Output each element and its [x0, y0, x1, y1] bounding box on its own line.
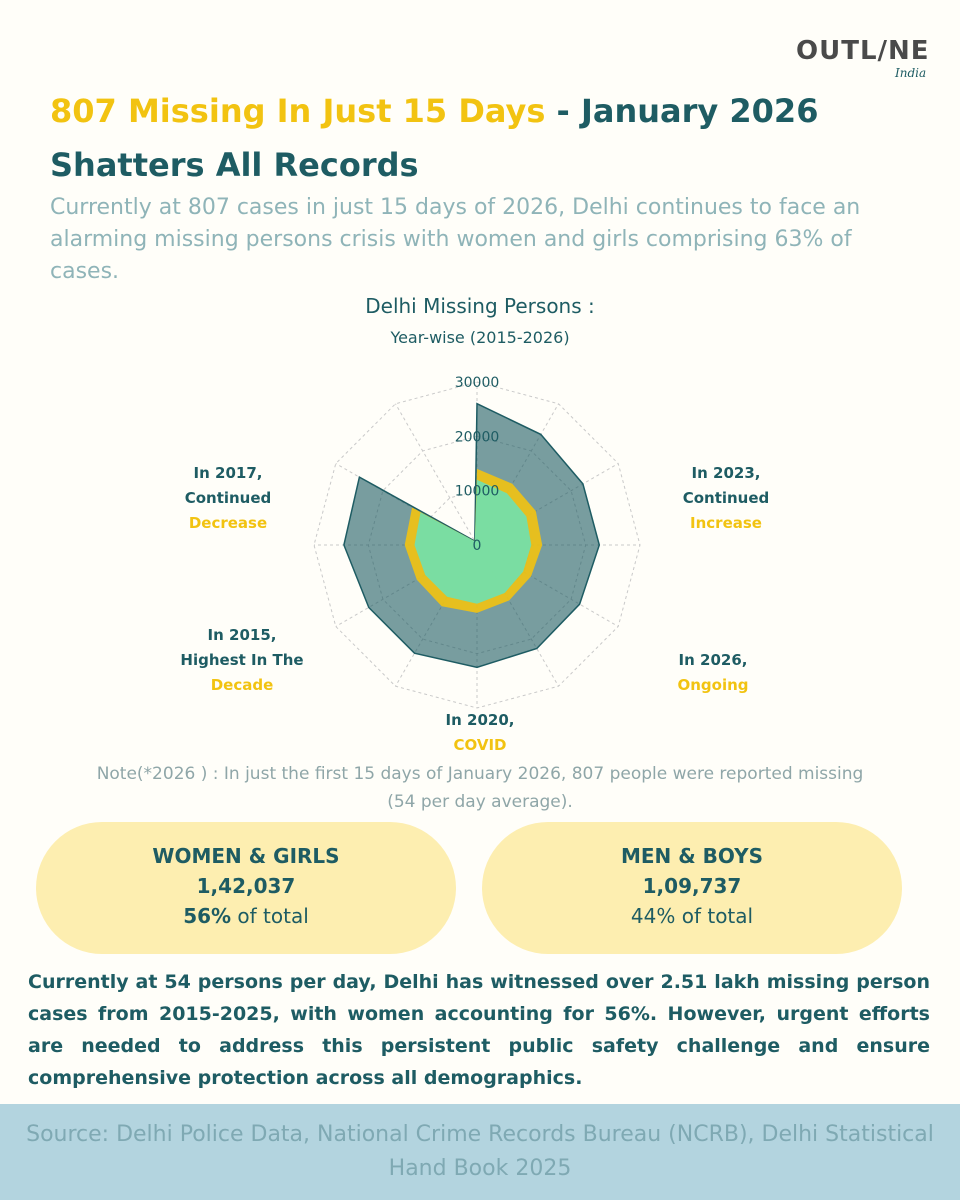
stat-percent-value: 44% [630, 904, 676, 928]
headline-line2: Shatters All Records [50, 146, 419, 184]
chart-note: Note(*2026 ) : In just the first 15 days… [96, 764, 864, 812]
radar-series-2 [414, 479, 532, 604]
callout-line2: Highest In The [180, 651, 304, 669]
callout-line1: In 2023, [691, 464, 761, 482]
radar-tick-label: 20000 [455, 429, 500, 445]
callout-2015: In 2015, Highest In The Decade [162, 623, 322, 698]
chart-title: Delhi Missing Persons : [365, 294, 595, 318]
source-footer: Source: Delhi Police Data, National Crim… [0, 1104, 960, 1200]
callout-2026: In 2026, Ongoing [656, 648, 770, 698]
radar-tick-label: 0 [473, 538, 482, 554]
callout-highlight: Ongoing [677, 676, 749, 694]
stat-label: MEN & BOYS [620, 844, 764, 868]
callout-line1: In 2020, [445, 711, 515, 729]
lede-text: Currently at 807 cases in just 15 days o… [50, 195, 861, 284]
stat-value: 1,42,037 [196, 874, 296, 898]
radar-series [343, 402, 601, 669]
radar-tick-labels: 0 10000 20000 30000 [455, 375, 500, 554]
stat-percent-value: 56% [183, 904, 232, 928]
headline-rest: - January 2026 [545, 92, 819, 130]
radar-tick-label: 30000 [455, 375, 500, 391]
summary-text: Currently at 54 persons per day, Delhi h… [28, 971, 930, 1089]
logo-subtitle: India [895, 66, 927, 80]
callout-highlight: Decrease [188, 514, 268, 532]
stat-card-women: WOMEN & GIRLS 1,42,037 56% of total [36, 822, 456, 954]
callout-line1: In 2026, [678, 651, 748, 669]
callout-line2: Continued [184, 489, 272, 507]
stat-card-men: MEN & BOYS 1,09,737 44% of total [482, 822, 902, 954]
callout-highlight: COVID [453, 736, 507, 754]
logo-wordmark: OUTL/NE [796, 36, 930, 66]
headline: 807 Missing In Just 15 Days - January 20… [50, 92, 818, 130]
radar-tick-label: 10000 [455, 484, 500, 500]
stat-percent: 44% of total [482, 904, 902, 928]
callout-2017: In 2017, Continued Decrease [158, 461, 298, 536]
stat-label: WOMEN & GIRLS [152, 844, 340, 868]
outlook-india-logo: OUTL/NE India [796, 36, 936, 80]
radar-series-0 [343, 402, 601, 669]
callout-line2: Continued [682, 489, 770, 507]
stat-percent-suffix: of total [675, 904, 754, 928]
stat-percent: 56% of total [36, 904, 456, 928]
callout-highlight: Decade [210, 676, 274, 694]
callout-line1: In 2017, [193, 464, 263, 482]
source-text: Source: Delhi Police Data, National Crim… [26, 1122, 934, 1181]
radar-chart: 0 10000 20000 30000 [313, 375, 641, 709]
stat-value: 1,09,737 [642, 874, 742, 898]
callout-2023: In 2023, Continued Increase [656, 461, 796, 536]
chart-subtitle: Year-wise (2015-2026) [390, 328, 570, 347]
callout-highlight: Increase [690, 514, 762, 532]
callout-2020: In 2020, COVID [420, 708, 540, 758]
headline-highlight: 807 Missing In Just 15 Days [50, 92, 546, 130]
stat-percent-suffix: of total [231, 904, 309, 928]
callout-line1: In 2015, [207, 626, 277, 644]
